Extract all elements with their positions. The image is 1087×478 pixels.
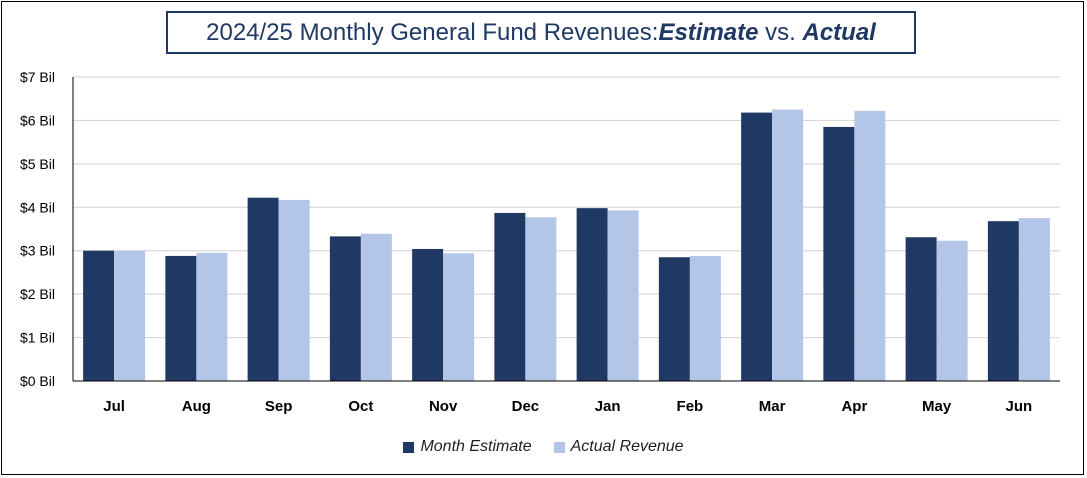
bar-actual-jan bbox=[607, 210, 639, 381]
bar-estimate-aug bbox=[165, 255, 197, 381]
bar-actual-may bbox=[936, 240, 968, 381]
x-tick-label-aug: Aug bbox=[182, 398, 211, 415]
bar-estimate-nov bbox=[412, 248, 444, 381]
bar-estimate-sep bbox=[247, 197, 279, 381]
bar-estimate-dec bbox=[494, 212, 526, 381]
bar-actual-sep bbox=[278, 199, 310, 381]
legend-swatch-estimate bbox=[403, 441, 415, 453]
bar-estimate-jun bbox=[987, 221, 1019, 381]
bar-estimate-may bbox=[905, 237, 937, 381]
x-tick-label-dec: Dec bbox=[512, 398, 540, 415]
y-tick-label: $4 Bil bbox=[20, 199, 55, 215]
x-tick-label-sep: Sep bbox=[265, 398, 293, 415]
legend-item-estimate: Month Estimate bbox=[403, 438, 532, 456]
bar-actual-jun bbox=[1018, 218, 1050, 381]
x-tick-label-jul: Jul bbox=[103, 398, 125, 415]
bar-estimate-oct bbox=[329, 236, 361, 381]
y-tick-label: $6 Bil bbox=[20, 112, 55, 128]
bar-actual-apr bbox=[854, 110, 886, 382]
legend-label-actual: Actual Revenue bbox=[570, 438, 684, 455]
legend: Month Estimate Actual Revenue bbox=[0, 436, 1087, 458]
y-tick-label: $1 Bil bbox=[20, 330, 55, 346]
legend-swatch-actual bbox=[553, 441, 565, 453]
y-tick-label: $7 Bil bbox=[20, 69, 55, 85]
x-tick-label-oct: Oct bbox=[348, 398, 373, 415]
y-tick-label: $5 Bil bbox=[20, 156, 55, 172]
bar-estimate-feb bbox=[658, 257, 690, 381]
bar-actual-aug bbox=[196, 252, 228, 381]
bar-estimate-jan bbox=[576, 208, 608, 381]
chart-title-estimate: Estimate bbox=[658, 18, 759, 46]
gridlines bbox=[73, 76, 1060, 339]
y-axis-tick-labels: $0 Bil $1 Bil $2 Bil $3 Bil $4 Bil $5 Bil $6 B… bbox=[20, 69, 55, 389]
y-tick-label: $0 Bil bbox=[20, 373, 55, 389]
chart-title-actual: Actual bbox=[802, 18, 876, 46]
x-tick-label-nov: Nov bbox=[429, 398, 458, 415]
chart-title-vs: vs. bbox=[758, 18, 803, 46]
x-axis-category-labels: Jul Aug Sep Oct Nov Dec Jan Feb Mar Apr May Jun bbox=[103, 398, 1032, 415]
y-tick-label: $3 Bil bbox=[20, 243, 55, 259]
bar-actual-jul bbox=[114, 250, 146, 381]
axes bbox=[72, 77, 1060, 382]
chart-title-prefix: 2024/25 Monthly General Fund Revenues: bbox=[206, 18, 659, 46]
bar-actual-dec bbox=[525, 217, 557, 381]
bar-actual-nov bbox=[443, 253, 475, 381]
x-tick-label-may: May bbox=[922, 398, 952, 415]
y-tick-label: $2 Bil bbox=[20, 286, 55, 302]
bar-actual-feb bbox=[689, 255, 721, 381]
x-tick-label-jan: Jan bbox=[595, 398, 621, 415]
bar-estimate-apr bbox=[823, 126, 855, 381]
legend-label-estimate: Month Estimate bbox=[420, 438, 532, 455]
chart-title: 2024/25 Monthly General Fund Revenues: E… bbox=[166, 11, 916, 54]
bar-actual-oct bbox=[360, 233, 392, 381]
x-tick-label-feb: Feb bbox=[677, 398, 704, 415]
bar-estimate-mar bbox=[741, 112, 773, 382]
bar-actual-mar bbox=[772, 109, 804, 382]
bar-estimate-jul bbox=[83, 250, 115, 381]
x-tick-label-mar: Mar bbox=[759, 398, 786, 415]
x-tick-label-apr: Apr bbox=[841, 398, 867, 415]
legend-item-actual: Actual Revenue bbox=[553, 438, 684, 456]
x-tick-label-jun: Jun bbox=[1006, 398, 1033, 415]
bars bbox=[83, 109, 1050, 382]
